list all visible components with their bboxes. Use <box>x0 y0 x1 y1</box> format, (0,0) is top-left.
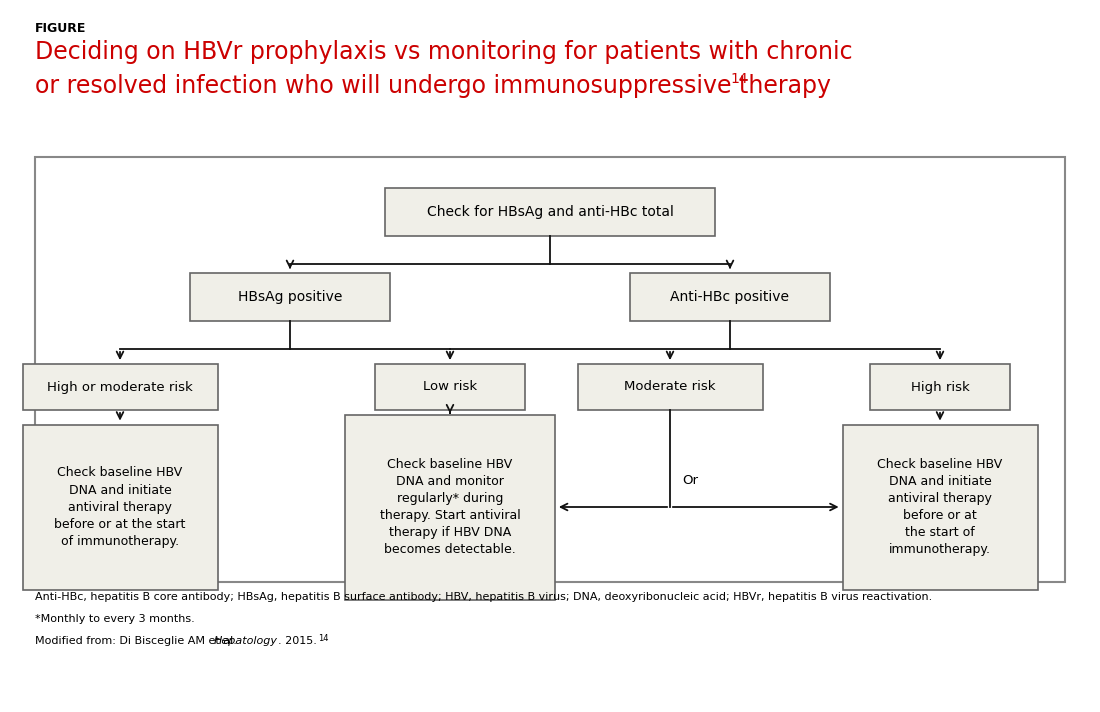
FancyBboxPatch shape <box>578 364 762 410</box>
Text: 14: 14 <box>318 634 329 643</box>
Text: High or moderate risk: High or moderate risk <box>47 380 192 394</box>
Text: 14: 14 <box>730 72 748 86</box>
Text: Or: Or <box>682 474 698 487</box>
Text: . 2015.: . 2015. <box>278 636 317 646</box>
Text: Deciding on HBVr prophylaxis vs monitoring for patients with chronic: Deciding on HBVr prophylaxis vs monitori… <box>35 40 852 64</box>
Text: Check baseline HBV
DNA and initiate
antiviral therapy
before or at the start
of : Check baseline HBV DNA and initiate anti… <box>54 466 186 548</box>
FancyBboxPatch shape <box>375 364 525 410</box>
Text: or resolved infection who will undergo immunosuppressive therapy: or resolved infection who will undergo i… <box>35 74 830 98</box>
Text: Hepatology: Hepatology <box>214 636 278 646</box>
FancyBboxPatch shape <box>190 273 390 321</box>
Text: *Monthly to every 3 months.: *Monthly to every 3 months. <box>35 614 195 624</box>
FancyBboxPatch shape <box>35 157 1065 582</box>
Text: High risk: High risk <box>911 380 969 394</box>
Text: Check baseline HBV
DNA and monitor
regularly* during
therapy. Start antiviral
th: Check baseline HBV DNA and monitor regul… <box>379 458 520 556</box>
Text: FIGURE: FIGURE <box>35 22 87 35</box>
FancyBboxPatch shape <box>385 188 715 236</box>
Text: HBsAg positive: HBsAg positive <box>238 290 342 304</box>
Text: Modified from: Di Bisceglie AM et al.: Modified from: Di Bisceglie AM et al. <box>35 636 241 646</box>
FancyBboxPatch shape <box>22 364 218 410</box>
FancyBboxPatch shape <box>22 424 218 590</box>
Text: Check for HBsAg and anti-HBc total: Check for HBsAg and anti-HBc total <box>427 205 673 219</box>
FancyBboxPatch shape <box>843 424 1037 590</box>
Text: Low risk: Low risk <box>422 380 477 394</box>
Text: Moderate risk: Moderate risk <box>625 380 716 394</box>
FancyBboxPatch shape <box>630 273 830 321</box>
Text: Anti-HBc, hepatitis B core antibody; HBsAg, hepatitis B surface antibody; HBV, h: Anti-HBc, hepatitis B core antibody; HBs… <box>35 592 933 602</box>
FancyBboxPatch shape <box>345 414 556 600</box>
Text: Anti-HBc positive: Anti-HBc positive <box>671 290 790 304</box>
Text: Check baseline HBV
DNA and initiate
antiviral therapy
before or at
the start of
: Check baseline HBV DNA and initiate anti… <box>878 458 1002 556</box>
FancyBboxPatch shape <box>870 364 1010 410</box>
